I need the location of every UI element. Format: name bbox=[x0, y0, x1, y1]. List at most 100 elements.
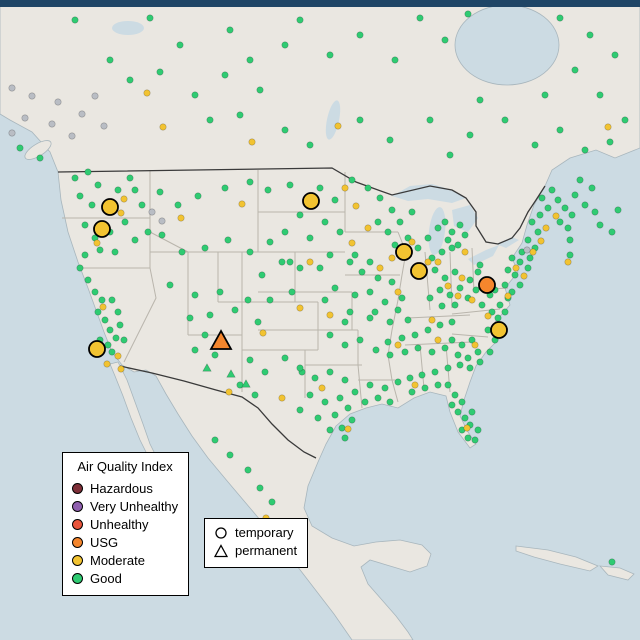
station-dot bbox=[444, 381, 452, 389]
station-dot bbox=[251, 391, 259, 399]
station-dot bbox=[296, 406, 304, 414]
station-dot bbox=[281, 228, 289, 236]
triangle-icon bbox=[214, 544, 228, 558]
station-dot bbox=[398, 294, 406, 302]
map-top-edge bbox=[0, 0, 640, 7]
legend-label: USG bbox=[90, 534, 119, 550]
station-dot bbox=[88, 201, 96, 209]
station-dot bbox=[117, 209, 125, 217]
circle-icon bbox=[215, 527, 227, 539]
station-dot bbox=[376, 264, 384, 272]
station-dot bbox=[376, 194, 384, 202]
station-dot bbox=[406, 374, 414, 382]
station-dot bbox=[421, 384, 429, 392]
station-dot bbox=[424, 258, 432, 266]
station-dot bbox=[336, 394, 344, 402]
station-dot bbox=[588, 184, 596, 192]
station-dot bbox=[254, 318, 262, 326]
station-dot bbox=[444, 282, 452, 290]
station-dot bbox=[408, 238, 416, 246]
station-dot bbox=[216, 288, 224, 296]
station-dot bbox=[451, 301, 459, 309]
station-dot bbox=[326, 426, 334, 434]
legend-label: Moderate bbox=[90, 552, 145, 568]
station-dot bbox=[478, 301, 486, 309]
station-dot bbox=[131, 236, 139, 244]
great-slave-lake bbox=[112, 21, 144, 35]
station-dot bbox=[524, 236, 532, 244]
station-dot bbox=[76, 264, 84, 272]
station-dot bbox=[444, 364, 452, 372]
station-dot bbox=[446, 291, 454, 299]
station-dot bbox=[474, 348, 482, 356]
station-dot bbox=[586, 31, 594, 39]
station-dot bbox=[226, 26, 234, 34]
station-dot bbox=[103, 360, 111, 368]
station-dot bbox=[321, 218, 329, 226]
station-dot bbox=[48, 120, 56, 128]
station-dot bbox=[231, 306, 239, 314]
station-dot bbox=[424, 234, 432, 242]
station-dot bbox=[236, 111, 244, 119]
station-dot bbox=[411, 331, 419, 339]
station-dot bbox=[386, 136, 394, 144]
station-dot bbox=[351, 251, 359, 259]
station-dot bbox=[225, 388, 233, 396]
station-dot bbox=[494, 314, 502, 322]
station-dot bbox=[194, 192, 202, 200]
station-dot bbox=[8, 129, 16, 137]
station-dot bbox=[94, 181, 102, 189]
station-dot bbox=[386, 398, 394, 406]
station-dot bbox=[156, 188, 164, 196]
station-dot bbox=[126, 76, 134, 84]
station-dot bbox=[91, 288, 99, 296]
station-dot bbox=[321, 398, 329, 406]
station-dot bbox=[394, 378, 402, 386]
us-border-south bbox=[119, 365, 317, 459]
station-dot bbox=[346, 308, 354, 316]
station-dot bbox=[68, 132, 76, 140]
station-marker-featured bbox=[101, 198, 119, 216]
station-dot bbox=[381, 384, 389, 392]
station-dot bbox=[454, 408, 462, 416]
station-dot bbox=[476, 96, 484, 104]
station-dot bbox=[564, 224, 572, 232]
station-dot bbox=[186, 314, 194, 322]
legend-swatch bbox=[72, 555, 83, 567]
station-dot bbox=[341, 434, 349, 442]
station-dot bbox=[568, 211, 576, 219]
station-dot bbox=[371, 308, 379, 316]
station-dot bbox=[121, 218, 129, 226]
station-dot bbox=[441, 218, 449, 226]
station-dot bbox=[341, 376, 349, 384]
station-dot bbox=[516, 281, 524, 289]
shape-legend-label: permanent bbox=[235, 543, 298, 559]
station-dot bbox=[391, 56, 399, 64]
station-dot bbox=[384, 228, 392, 236]
station-dot bbox=[114, 186, 122, 194]
legend-label: Good bbox=[90, 570, 122, 586]
station-dot bbox=[318, 384, 326, 392]
station-dot bbox=[104, 341, 112, 349]
station-dot bbox=[571, 191, 579, 199]
cuba-island bbox=[515, 545, 599, 572]
station-dot bbox=[21, 114, 29, 122]
station-dot bbox=[591, 208, 599, 216]
station-dot bbox=[131, 186, 139, 194]
station-dot bbox=[451, 268, 459, 276]
station-dot bbox=[120, 195, 128, 203]
station-dot bbox=[374, 218, 382, 226]
station-dot bbox=[428, 348, 436, 356]
legend-title: Air Quality Index bbox=[77, 459, 173, 474]
station-dot bbox=[211, 436, 219, 444]
station-dot bbox=[331, 411, 339, 419]
legend-swatch bbox=[72, 573, 83, 585]
station-dot bbox=[366, 288, 374, 296]
station-dot bbox=[143, 89, 151, 97]
station-dot bbox=[408, 208, 416, 216]
station-dot bbox=[91, 92, 99, 100]
station-dot bbox=[264, 186, 272, 194]
station-dot bbox=[411, 381, 419, 389]
legend-item: Good bbox=[72, 570, 178, 588]
station-dot bbox=[536, 211, 544, 219]
